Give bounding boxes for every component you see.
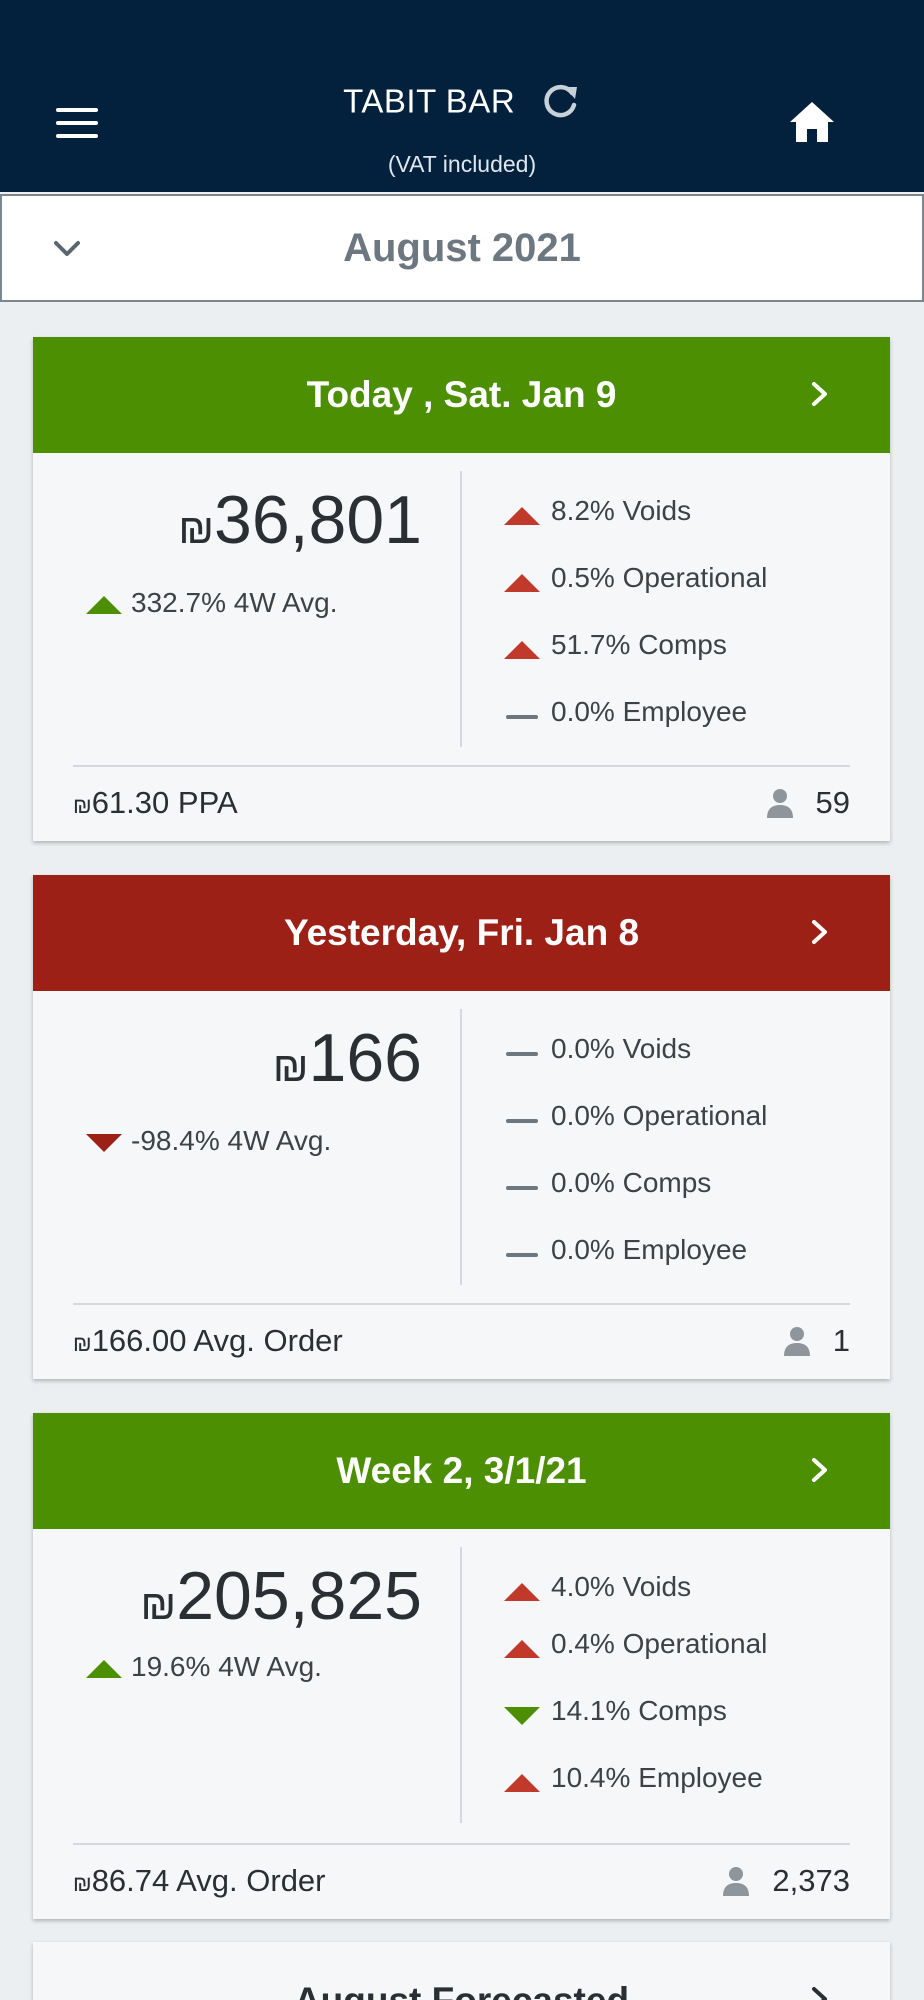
person-icon xyxy=(766,789,793,818)
chevron-right-icon xyxy=(812,920,827,944)
summary-card-week: Week 2, 3/1/21 ₪205,825 19.6% 4W Avg. 4.… xyxy=(33,1413,890,1919)
trend-down-icon xyxy=(86,1133,122,1152)
summary-card-forecast[interactable]: August Forecasted xyxy=(33,1942,890,2000)
chevron-down-icon[interactable] xyxy=(50,236,84,262)
sales-total: ₪166 xyxy=(273,1019,422,1097)
avg-percent: 332.7% xyxy=(131,587,226,618)
trend-up-icon xyxy=(86,595,122,614)
month-label: August 2021 xyxy=(343,226,581,270)
card-body: ₪36,801 332.7% 4W Avg. 8.2% Voids 0.5% O… xyxy=(33,453,890,767)
footer-metric: ₪166.00 Avg. Order xyxy=(73,1323,343,1358)
currency-symbol: ₪ xyxy=(272,1043,309,1090)
chevron-right-icon xyxy=(812,1458,827,1482)
sales-total: ₪36,801 xyxy=(178,481,422,559)
horizontal-divider xyxy=(73,765,850,767)
trend-up-icon xyxy=(504,574,540,592)
neutral-dash-icon xyxy=(506,1253,538,1257)
neutral-dash-icon xyxy=(506,1052,538,1056)
card-footer: ₪61.30 PPA 59 xyxy=(33,767,890,841)
horizontal-divider xyxy=(73,1843,850,1845)
four-week-avg: 332.7% 4W Avg. xyxy=(85,587,338,619)
vertical-divider xyxy=(460,1009,462,1285)
neutral-dash-icon xyxy=(506,715,538,719)
metric-employee: 10.4% Employee xyxy=(503,1762,767,1829)
trend-up-icon xyxy=(504,641,540,659)
metric-operational: 0.4% Operational xyxy=(503,1628,767,1695)
avg-percent: -98.4% xyxy=(131,1125,220,1156)
card-title: Yesterday, Fri. Jan 8 xyxy=(283,912,640,953)
sales-total-value: 36,801 xyxy=(214,482,422,558)
horizontal-divider xyxy=(73,1303,850,1305)
metric-operational: 0.0% Operational xyxy=(503,1100,767,1167)
metric-voids: 0.0% Voids xyxy=(503,1033,767,1100)
person-icon xyxy=(783,1327,810,1356)
metric-comps: 0.0% Comps xyxy=(503,1167,767,1234)
month-selector[interactable]: August 2021 xyxy=(0,194,924,302)
sales-total-value: 166 xyxy=(308,1020,422,1096)
app-title: TABIT BAR xyxy=(0,80,924,121)
currency-symbol: ₪ xyxy=(140,1581,177,1628)
card-header-week[interactable]: Week 2, 3/1/21 xyxy=(33,1413,890,1529)
guest-count: 1 xyxy=(783,1323,850,1359)
sales-total: ₪205,825 xyxy=(141,1557,422,1635)
card-footer: ₪166.00 Avg. Order 1 xyxy=(33,1305,890,1379)
metrics-list: 4.0% Voids 0.4% Operational 14.1% Comps … xyxy=(503,1571,767,1829)
summary-card-today: Today , Sat. Jan 9 ₪36,801 332.7% 4W Avg… xyxy=(33,337,890,841)
vertical-divider xyxy=(460,471,462,747)
metric-employee: 0.0% Employee xyxy=(503,696,767,763)
sales-total-value: 205,825 xyxy=(176,1558,422,1634)
metric-comps: 51.7% Comps xyxy=(503,629,767,696)
card-title: August Forecasted xyxy=(33,1980,890,2000)
card-header-yesterday[interactable]: Yesterday, Fri. Jan 8 xyxy=(33,875,890,991)
hamburger-menu-icon[interactable] xyxy=(56,108,98,138)
card-body: ₪205,825 19.6% 4W Avg. 4.0% Voids 0.4% O… xyxy=(33,1529,890,1845)
footer-metric: ₪86.74 Avg. Order xyxy=(73,1863,326,1898)
trend-up-icon xyxy=(504,1583,540,1601)
metric-employee: 0.0% Employee xyxy=(503,1234,767,1301)
guest-count: 59 xyxy=(766,785,850,821)
card-title: Week 2, 3/1/21 xyxy=(336,1450,587,1491)
card-footer: ₪86.74 Avg. Order 2,373 xyxy=(33,1845,890,1919)
person-icon xyxy=(723,1867,750,1896)
app-title-text: TABIT BAR xyxy=(343,82,516,120)
footer-metric: ₪61.30 PPA xyxy=(73,785,238,820)
metric-comps: 14.1% Comps xyxy=(503,1695,767,1762)
card-header-today[interactable]: Today , Sat. Jan 9 xyxy=(33,337,890,453)
avg-percent: 19.6% xyxy=(131,1651,211,1682)
four-week-avg: 19.6% 4W Avg. xyxy=(85,1651,322,1683)
vertical-divider xyxy=(460,1547,462,1823)
trend-up-icon xyxy=(504,1640,540,1658)
metric-operational: 0.5% Operational xyxy=(503,562,767,629)
avg-label: 4W Avg. xyxy=(218,1651,322,1682)
metric-voids: 4.0% Voids xyxy=(503,1571,767,1628)
card-body: ₪166 -98.4% 4W Avg. 0.0% Voids 0.0% Oper… xyxy=(33,991,890,1305)
refresh-icon[interactable] xyxy=(541,81,581,121)
chevron-right-icon xyxy=(812,1987,827,2000)
guest-count: 2,373 xyxy=(722,1863,850,1899)
home-icon[interactable] xyxy=(788,100,836,144)
card-title: Today , Sat. Jan 9 xyxy=(306,374,617,415)
four-week-avg: -98.4% 4W Avg. xyxy=(85,1125,331,1157)
avg-label: 4W Avg. xyxy=(233,587,338,618)
vat-note: (VAT included) xyxy=(387,151,537,177)
neutral-dash-icon xyxy=(506,1186,538,1190)
trend-up-icon xyxy=(504,1774,540,1792)
trend-up-icon xyxy=(86,1659,122,1678)
currency-symbol: ₪ xyxy=(178,505,215,552)
trend-up-icon xyxy=(504,507,540,525)
neutral-dash-icon xyxy=(506,1119,538,1123)
trend-down-icon xyxy=(504,1707,540,1725)
chevron-right-icon xyxy=(812,382,827,406)
metrics-list: 8.2% Voids 0.5% Operational 51.7% Comps … xyxy=(503,495,767,763)
metric-voids: 8.2% Voids xyxy=(503,495,767,562)
avg-label: 4W Avg. xyxy=(227,1125,332,1156)
summary-card-yesterday: Yesterday, Fri. Jan 8 ₪166 -98.4% 4W Avg… xyxy=(33,875,890,1379)
metrics-list: 0.0% Voids 0.0% Operational 0.0% Comps 0… xyxy=(503,1033,767,1301)
app-header: TABIT BAR (VAT included) xyxy=(0,0,924,192)
